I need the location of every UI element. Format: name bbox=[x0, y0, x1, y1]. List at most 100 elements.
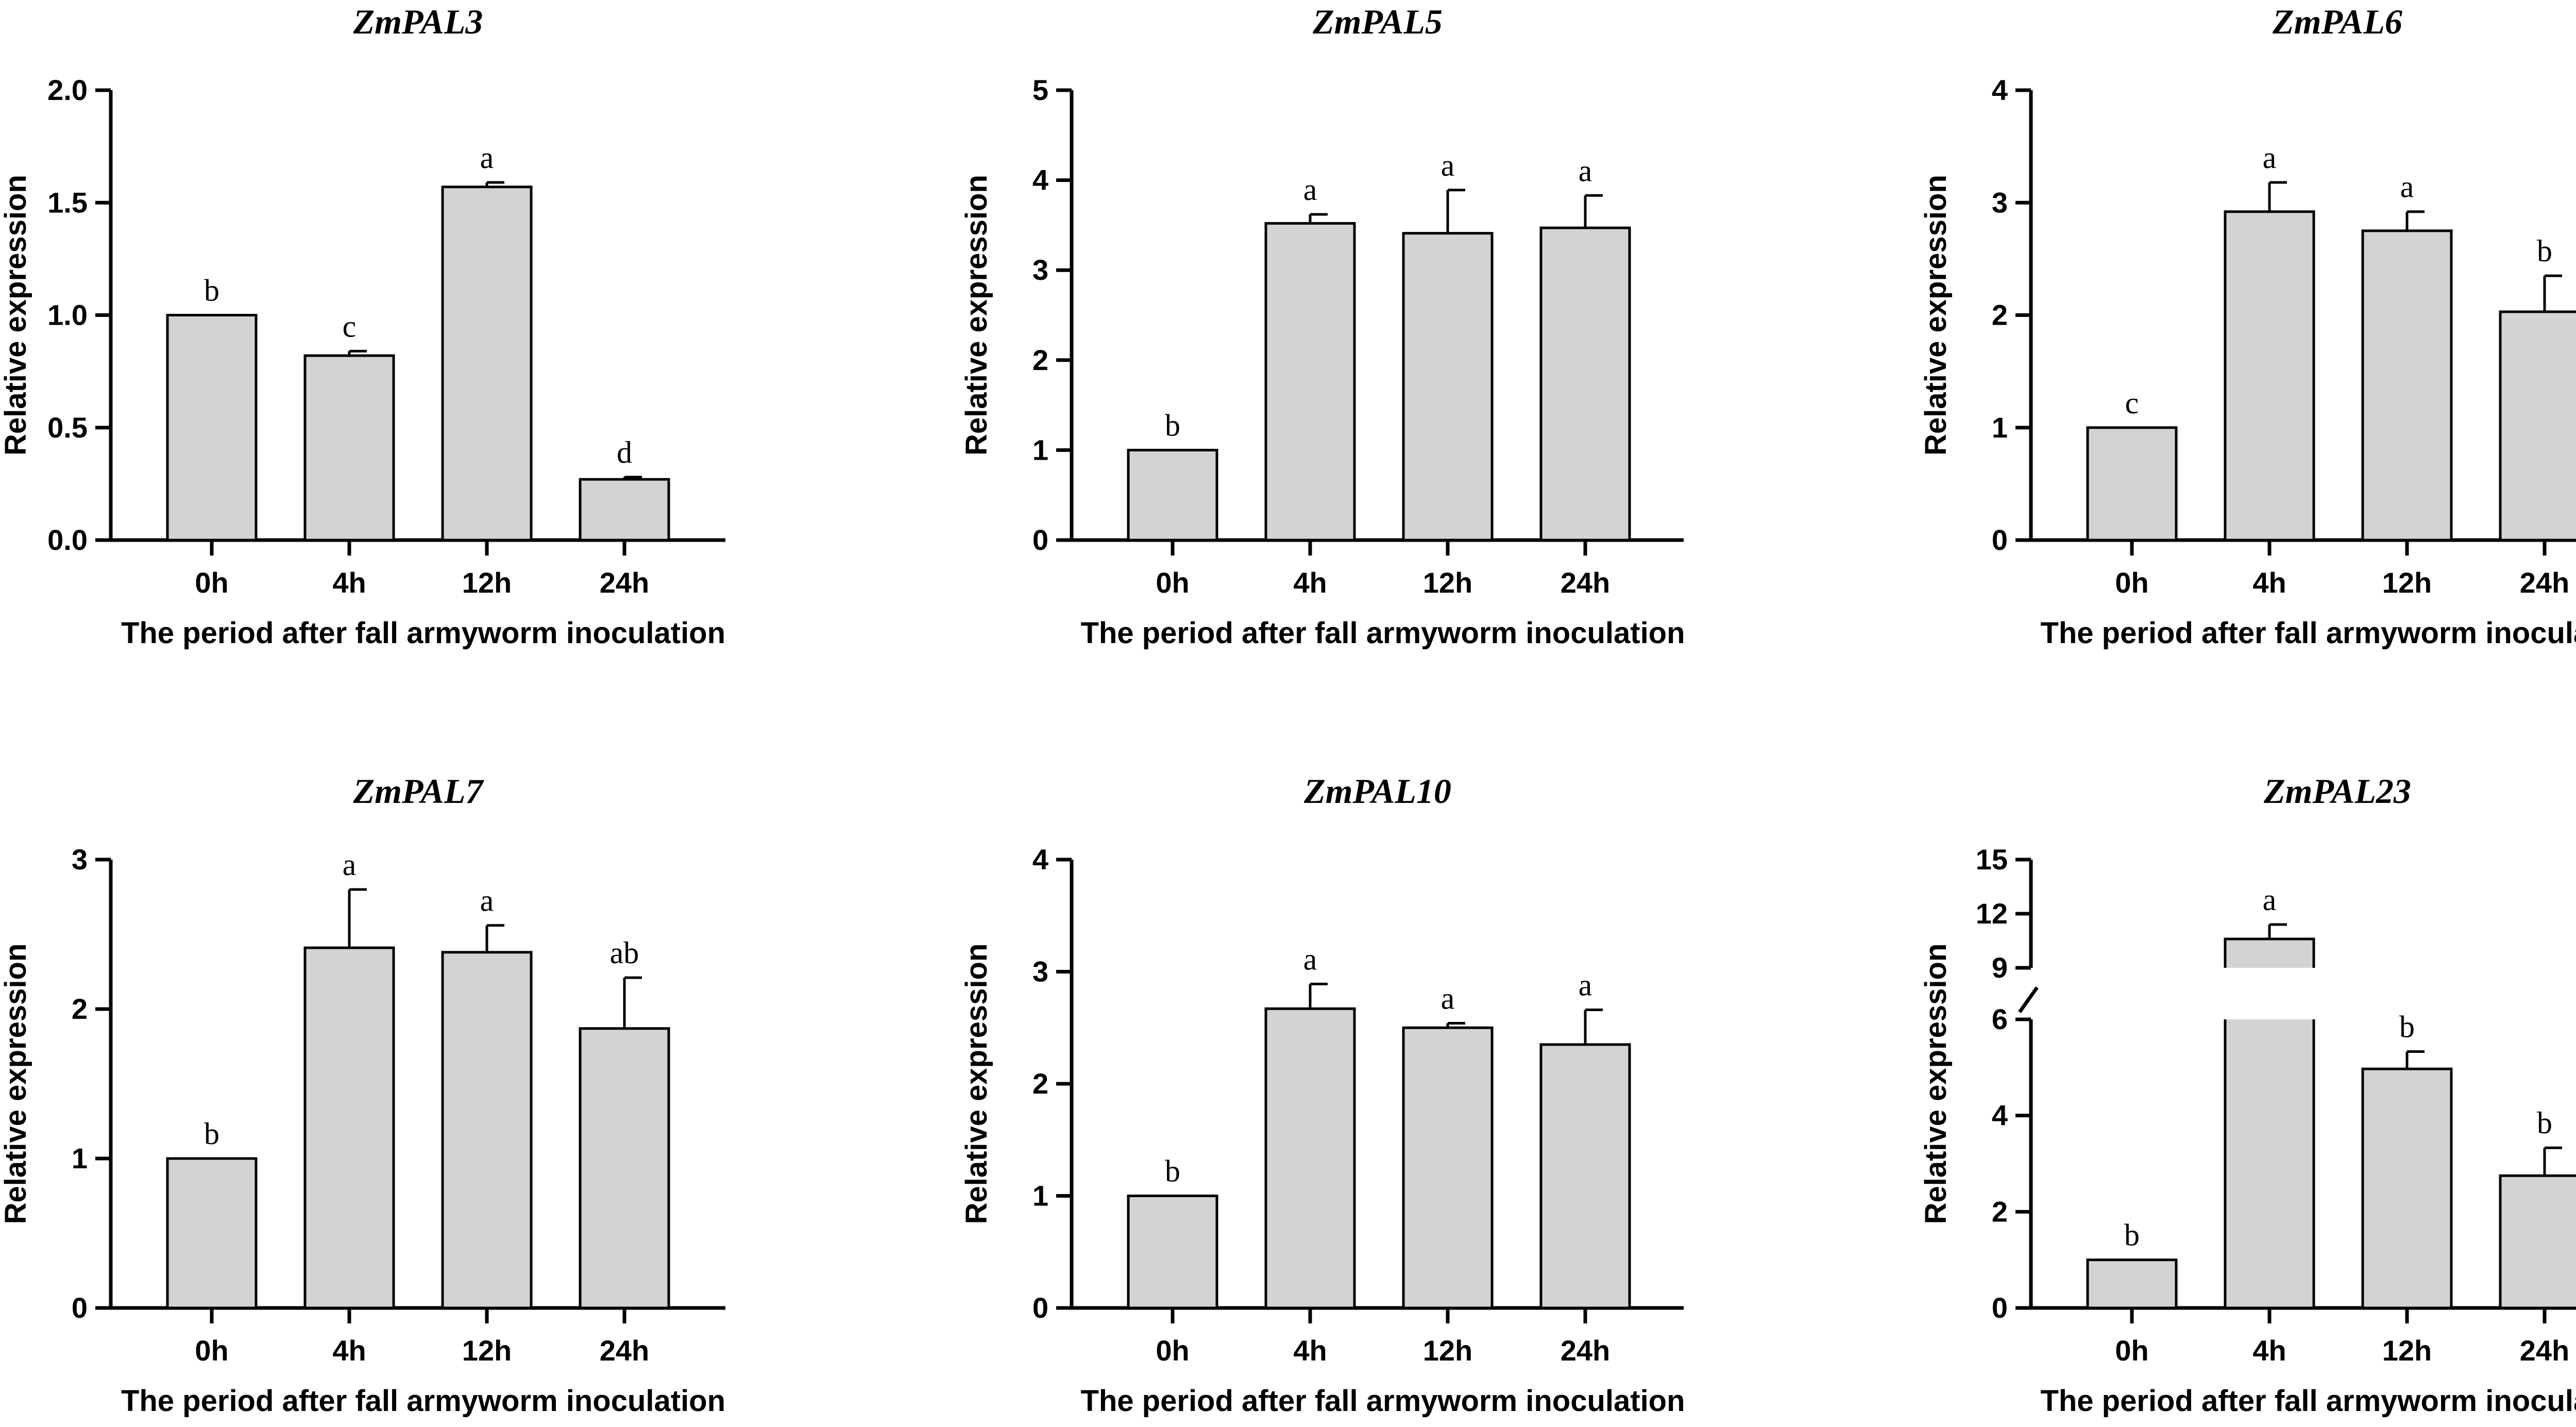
x-tick-label: 4h bbox=[1293, 1334, 1327, 1367]
x-tick-label: 0h bbox=[2115, 1334, 2148, 1367]
chart-panel-zmpal5: ZmPAL5 0 1 2 3 4 5 Relative expression 0h b 4h a 12h… bbox=[960, 2, 1685, 650]
bar-12h bbox=[1402, 232, 1494, 542]
chart-title: ZmPAL5 bbox=[1312, 2, 1443, 41]
significance-letter: a bbox=[480, 141, 494, 175]
y-tick-label: 5 bbox=[1032, 74, 1048, 106]
x-tick-label: 0h bbox=[2115, 566, 2148, 599]
y-tick-label: 15 bbox=[1976, 843, 2008, 876]
x-tick-label: 4h bbox=[332, 566, 366, 599]
y-tick-label: 1 bbox=[1032, 433, 1048, 466]
y-tick-label: 1 bbox=[1032, 1180, 1048, 1212]
x-axis-label: The period after fall armyworm inoculati… bbox=[2040, 616, 2576, 650]
chart-panel-zmpal7: ZmPAL7 0 1 2 3 Relative expression 0h b 4h a 12h a 2… bbox=[0, 771, 725, 1418]
axis-break-mark bbox=[2018, 986, 2039, 1014]
chart-panel-zmpal23: ZmPAL23 0 2 4 6 9 12 15 Relative expression 0h b 4h… bbox=[1919, 771, 2576, 1418]
x-axis-label: The period after fall armyworm inoculati… bbox=[1080, 1384, 1685, 1418]
y-tick-label: 3 bbox=[1032, 955, 1048, 988]
y-tick-label: 1 bbox=[72, 1142, 88, 1174]
y-axis-label: Relative expression bbox=[960, 944, 993, 1224]
bar-24h bbox=[579, 1027, 670, 1310]
bar-24h bbox=[1539, 226, 1631, 542]
bar-4h bbox=[303, 946, 395, 1310]
significance-letter: a bbox=[1579, 154, 1592, 188]
chart-panel-zmpal6: ZmPAL6 0 1 2 3 4 Relative expression 0h c 4h a 12h a… bbox=[1919, 2, 2576, 650]
significance-letter: a bbox=[1303, 173, 1317, 207]
x-axis-label: The period after fall armyworm inoculati… bbox=[2040, 1384, 2576, 1418]
bar-4h bbox=[1264, 1007, 1356, 1310]
chart-panel-zmpal10: ZmPAL10 0 1 2 3 4 Relative expression 0h b 4h a 12h… bbox=[960, 771, 1685, 1418]
bar-24h bbox=[579, 478, 670, 542]
x-tick-label: 12h bbox=[2382, 566, 2432, 599]
significance-letter: b bbox=[2537, 1106, 2552, 1140]
x-tick-label: 12h bbox=[2382, 1334, 2432, 1367]
x-tick-label: 0h bbox=[195, 1334, 228, 1367]
y-tick-label: 9 bbox=[1992, 951, 2008, 984]
x-tick-label: 4h bbox=[332, 1334, 366, 1367]
significance-letter: b bbox=[2537, 234, 2552, 268]
bar-break-gap bbox=[2223, 968, 2316, 1019]
bar-0h bbox=[1127, 448, 1218, 542]
significance-letter: a bbox=[1441, 148, 1455, 182]
y-tick-label: 2 bbox=[72, 993, 88, 1025]
significance-letter: a bbox=[1441, 982, 1455, 1016]
bar-24h bbox=[1539, 1043, 1631, 1310]
y-axis-label: Relative expression bbox=[960, 175, 993, 456]
x-tick-label: 24h bbox=[1561, 1334, 1611, 1367]
y-tick-label: 4 bbox=[1032, 164, 1048, 196]
x-tick-label: 12h bbox=[1423, 566, 1473, 599]
y-tick-label: 2 bbox=[1992, 1195, 2008, 1228]
x-tick-label: 24h bbox=[2520, 566, 2570, 599]
y-axis-label: Relative expression bbox=[1919, 944, 1953, 1224]
x-tick-label: 4h bbox=[2252, 566, 2286, 599]
y-tick-label: 1 bbox=[1992, 411, 2008, 444]
bar-0h bbox=[2086, 1258, 2178, 1310]
y-tick-label: 1.5 bbox=[47, 186, 88, 219]
x-tick-label: 0h bbox=[1156, 566, 1189, 599]
significance-letter: b bbox=[1165, 408, 1180, 442]
y-tick-label: 0 bbox=[1032, 1291, 1048, 1324]
y-tick-label: 6 bbox=[1992, 1003, 2008, 1035]
bar-4h bbox=[1264, 222, 1356, 542]
bar-0h bbox=[166, 314, 258, 542]
significance-letter: b bbox=[204, 274, 219, 308]
y-tick-label: 0 bbox=[1032, 524, 1048, 556]
x-tick-label: 12h bbox=[462, 1334, 512, 1367]
bar-24h bbox=[2499, 310, 2576, 542]
significance-letter: b bbox=[1165, 1154, 1180, 1188]
significance-letter: c bbox=[2125, 386, 2139, 420]
y-tick-label: 0.5 bbox=[47, 411, 88, 444]
significance-letter: a bbox=[2263, 141, 2277, 175]
significance-letter: b bbox=[2124, 1218, 2140, 1252]
significance-letter: a bbox=[1303, 942, 1317, 976]
x-tick-label: 12h bbox=[1423, 1334, 1473, 1367]
y-axis-label: Relative expression bbox=[1919, 175, 1953, 456]
y-tick-label: 4 bbox=[1992, 1099, 2008, 1132]
bar-12h bbox=[2361, 229, 2453, 542]
significance-letter: a bbox=[1579, 968, 1592, 1002]
chart-title: ZmPAL10 bbox=[1303, 771, 1451, 811]
x-tick-label: 4h bbox=[2252, 1334, 2286, 1367]
x-axis-label: The period after fall armyworm inoculati… bbox=[121, 1384, 725, 1418]
x-axis-label: The period after fall armyworm inoculati… bbox=[1080, 616, 1685, 650]
chart-title: ZmPAL6 bbox=[2272, 2, 2402, 41]
y-tick-label: 4 bbox=[1992, 74, 2008, 106]
chart-title: ZmPAL3 bbox=[353, 2, 483, 41]
x-tick-label: 0h bbox=[195, 566, 228, 599]
x-tick-label: 12h bbox=[462, 566, 512, 599]
bar-0h bbox=[166, 1157, 258, 1310]
significance-letter: a bbox=[343, 848, 357, 882]
bar-4h bbox=[303, 354, 395, 542]
x-tick-label: 4h bbox=[1293, 566, 1327, 599]
bar-0h bbox=[2086, 426, 2178, 542]
y-tick-label: 3 bbox=[1992, 186, 2008, 219]
y-tick-label: 1.0 bbox=[47, 299, 88, 331]
y-tick-label: 3 bbox=[1032, 254, 1048, 286]
y-tick-label: 0 bbox=[72, 1291, 88, 1324]
bar-12h bbox=[441, 186, 533, 542]
chart-panel-zmpal3: ZmPAL3 0.0 0.5 1.0 1.5 2.0 Relative expression… bbox=[0, 2, 725, 650]
significance-letter: a bbox=[2400, 170, 2414, 204]
x-tick-label: 24h bbox=[600, 566, 650, 599]
x-axis-label: The period after fall armyworm inoculati… bbox=[121, 616, 725, 650]
x-tick-label: 24h bbox=[2520, 1334, 2570, 1367]
y-tick-label: 3 bbox=[72, 843, 88, 876]
